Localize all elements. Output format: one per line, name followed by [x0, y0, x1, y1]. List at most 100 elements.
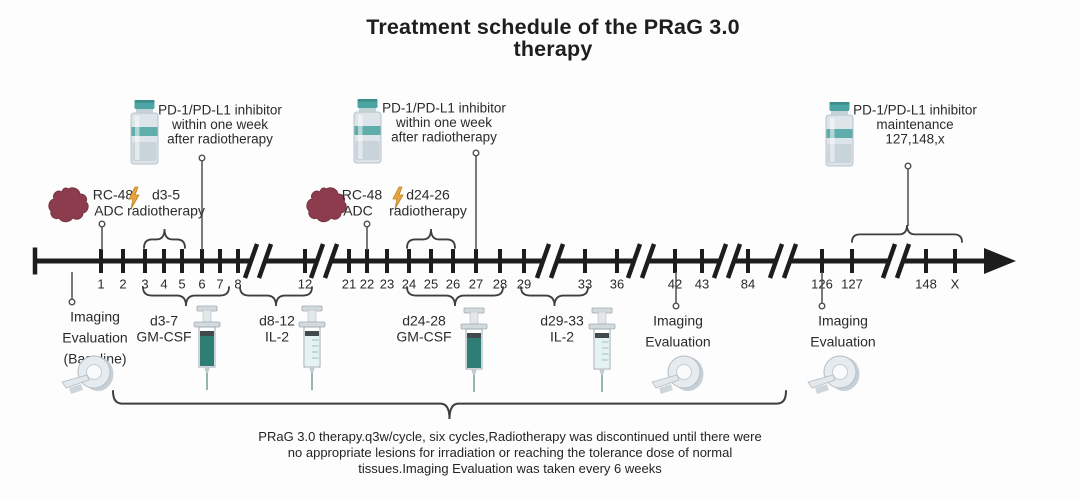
- tick-label-day-1: 1: [97, 276, 104, 291]
- axis-break-slash-4: [725, 243, 743, 279]
- syringe-icon-il2-d29-33: [588, 307, 616, 392]
- table-base: [69, 384, 83, 394]
- vial-neck: [831, 111, 848, 116]
- pd1-inhibitor-cycle2-pointer-dot: [472, 149, 480, 157]
- tick-label-day-127: 127: [841, 276, 863, 291]
- ct-scanner-icon-imaging-baseline: [61, 355, 114, 394]
- adc-blob: [48, 187, 89, 223]
- imaging-d42-label-line2: Evaluation: [645, 334, 710, 350]
- flange: [460, 323, 488, 330]
- vial-neck: [136, 109, 153, 114]
- axis-break-slash-1: [322, 243, 340, 279]
- tick-label-day-6: 6: [198, 276, 205, 291]
- antibody-drug-icon-rc48-adc-cycle2: [306, 187, 347, 223]
- axis-break-gap-3: [628, 242, 654, 280]
- tick-label-day-3: 3: [141, 276, 148, 291]
- ct-scanner-icon-imaging-d126: [807, 355, 860, 394]
- plunger-rod: [202, 309, 212, 324]
- liquid: [595, 338, 609, 368]
- il2-d8-12-brace: [239, 286, 313, 307]
- figure-caption-line3: tissues.Imaging Evaluation was taken eve…: [358, 461, 662, 476]
- gmcsf-d3-7-label-line2: GM-CSF: [136, 329, 191, 345]
- vial-cap-top: [829, 102, 850, 105]
- vial-label-band: [131, 127, 158, 136]
- tick-label-day-8: 8: [234, 276, 241, 291]
- tick-label-day-5: 5: [178, 276, 185, 291]
- maintenance-days-brace: [851, 224, 963, 243]
- imaging-baseline-label-line1: Imaging: [70, 309, 120, 325]
- tick-label-day-29: 29: [517, 276, 531, 291]
- pd1-inhibitor-cycle2-label-line1: PD-1/PD-L1 inhibitor: [382, 101, 506, 116]
- liquid: [305, 336, 319, 366]
- axis-break-slash-3: [625, 243, 643, 279]
- syringe-icon-il2-d8-12: [298, 305, 326, 390]
- tick-label-day-4: 4: [160, 276, 167, 291]
- axis-break-gap-5: [770, 242, 796, 280]
- pd1-inhibitor-cycle1-label-line3: after radiotherapy: [167, 132, 273, 147]
- axis-break-slash-4: [711, 243, 729, 279]
- syringe-icon-gmcsf-d24-28: [460, 307, 488, 392]
- needle-hub: [471, 369, 477, 375]
- patient-table: [807, 374, 836, 389]
- axis-break-slash-6: [880, 243, 898, 279]
- figure-title-line2: therapy: [513, 37, 593, 61]
- antibody-drug-icon-rc48-adc-cycle1: [48, 187, 89, 223]
- needle-hub: [309, 367, 315, 373]
- rc48-adc-cycle1-label-line1: RC-48: [93, 187, 134, 203]
- imaging-d126-label-line1: Imaging: [818, 313, 868, 329]
- vial-label-band: [354, 126, 381, 135]
- rc48-adc-cycle2-pointer-dot: [363, 220, 371, 228]
- imaging-d126-pointer-dot: [818, 302, 826, 310]
- therapy-cycles-bracket: [112, 390, 787, 420]
- axis-break-slash-2: [534, 243, 552, 279]
- axis-break-gap-6: [883, 242, 909, 280]
- rc48-adc-cycle1-pointer-dot: [98, 220, 106, 228]
- tick-label-day-42: 42: [668, 276, 682, 291]
- pd1-inhibitor-cycle1-label-line2: within one week: [171, 117, 268, 132]
- liquid: [200, 336, 214, 366]
- figure-title: Treatment schedule of the PRaG 3.0 thera…: [26, 16, 1080, 60]
- gmcsf-d24-28-label-line2: GM-CSF: [396, 329, 451, 345]
- imaging-baseline-pointer-dot: [68, 298, 76, 306]
- axis-break-slash-3: [639, 243, 657, 279]
- plunger-rod: [469, 311, 479, 326]
- plunger-rod: [597, 311, 607, 326]
- radiotherapy-d24-26-label-line2: radiotherapy: [389, 203, 467, 219]
- vial-cap-top: [357, 99, 378, 102]
- bolt-shape: [128, 186, 140, 210]
- tick-label-day-148: 148: [915, 276, 937, 291]
- rc48-adc-cycle1-label-line2: ADC: [94, 203, 124, 219]
- tick-label-day-7: 7: [216, 276, 223, 291]
- vial-cap-top: [134, 100, 155, 103]
- axis-break-slash-0: [242, 243, 260, 279]
- lightning-bolt-icon-radiotherapy-d3-5: [128, 186, 140, 210]
- radiotherapy-d3-5-label-line1: d3-5: [152, 187, 180, 203]
- flange: [193, 321, 221, 328]
- table-base: [659, 384, 673, 394]
- radiotherapy-d3-5-label-line2: radiotherapy: [127, 203, 205, 219]
- timeline-arrowhead: [984, 248, 1016, 274]
- medicine-vial-icon-pd1-inhibitor-maintenance: [825, 102, 854, 167]
- medicine-vial-icon-pd1-inhibitor-cycle1: [130, 100, 159, 165]
- tick-label-day-43: 43: [695, 276, 709, 291]
- tick-label-day-33: 33: [578, 276, 592, 291]
- radiotherapy-d24-26-label-line1: d24-26: [406, 187, 450, 203]
- stopper: [305, 331, 319, 336]
- il2-d29-33-label-line1: d29-33: [540, 313, 584, 329]
- patient-table: [651, 374, 680, 389]
- stopper: [200, 331, 214, 336]
- adc-blob: [306, 187, 347, 223]
- pd1-inhibitor-maintenance-label-line1: PD-1/PD-L1 inhibitor: [853, 103, 977, 118]
- tick-label-day-24: 24: [402, 276, 416, 291]
- gmcsf-d3-7-label-line1: d3-7: [150, 313, 178, 329]
- axis-break-slash-5: [767, 243, 785, 279]
- pd1-inhibitor-cycle2-label-line3: after radiotherapy: [391, 130, 497, 145]
- imaging-d42-pointer-dot: [672, 302, 680, 310]
- figure-title-line1: Treatment schedule of the PRaG 3.0: [366, 15, 740, 39]
- figure-caption-line2: no appropriate lesions for irradiation o…: [287, 445, 733, 460]
- il2-d8-12-label-line1: d8-12: [259, 313, 295, 329]
- axis-break-slash-2: [548, 243, 566, 279]
- lightning-bolt-icon-radiotherapy-d24-26: [392, 186, 404, 210]
